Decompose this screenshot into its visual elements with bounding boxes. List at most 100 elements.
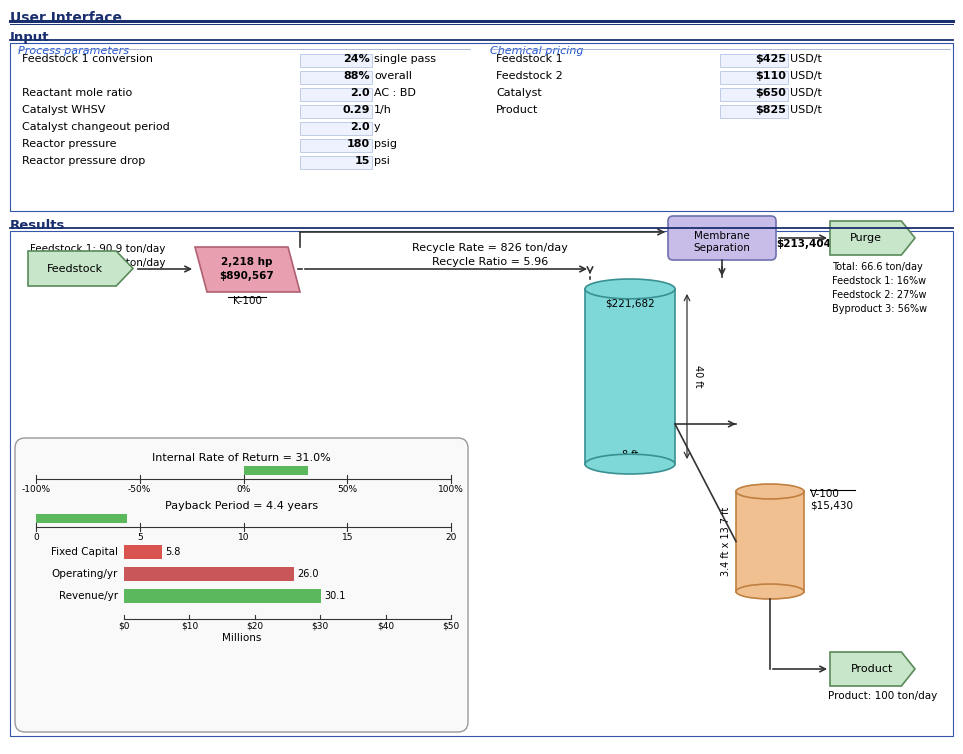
Text: -50%: -50% [128, 485, 151, 494]
Text: 30.1: 30.1 [324, 591, 345, 601]
Text: Total: 66.6 ton/day
Feedstock 1: 16%w
Feedstock 2: 27%w
Byproduct 3: 56%w: Total: 66.6 ton/day Feedstock 1: 16%w Fe… [832, 262, 927, 314]
Text: Chemical pricing: Chemical pricing [490, 46, 584, 56]
Text: $10: $10 [181, 622, 198, 631]
Text: Millions: Millions [221, 633, 261, 643]
Bar [300, 105, 372, 118]
Bar [244, 466, 308, 475]
Text: -100%: -100% [21, 485, 51, 494]
Bar [300, 139, 372, 152]
Ellipse shape [585, 454, 675, 474]
Text: $30: $30 [312, 622, 328, 631]
Text: $110: $110 [755, 71, 786, 81]
Text: $221,682: $221,682 [605, 299, 655, 309]
Text: Input: Input [10, 31, 49, 44]
Text: psig: psig [374, 139, 397, 149]
Bar [124, 545, 162, 559]
Text: Operating/yr: Operating/yr [52, 569, 118, 579]
Text: V-100: V-100 [810, 489, 840, 499]
Polygon shape [195, 247, 300, 292]
Text: 180: 180 [347, 139, 370, 149]
Text: Feedstock 2: Feedstock 2 [496, 71, 562, 81]
Text: Recycle Rate = 826 ton/day
Recycle Ratio = 5.96: Recycle Rate = 826 ton/day Recycle Ratio… [412, 243, 568, 267]
Text: 0.29: 0.29 [343, 105, 370, 115]
Text: USD/t: USD/t [790, 54, 821, 64]
Text: Process parameters: Process parameters [18, 46, 129, 56]
Text: 20: 20 [445, 533, 456, 542]
Text: AC : BD: AC : BD [374, 88, 416, 98]
Text: overall: overall [374, 71, 412, 81]
Bar [124, 567, 294, 581]
Bar [300, 156, 372, 169]
Text: psi: psi [374, 156, 390, 166]
Bar [10, 43, 953, 211]
Text: USD/t: USD/t [790, 71, 821, 81]
Text: 1/h: 1/h [374, 105, 392, 115]
Text: $40: $40 [377, 622, 394, 631]
Bar [300, 122, 372, 135]
Text: $0: $0 [118, 622, 130, 631]
Text: 2.0: 2.0 [351, 88, 370, 98]
Text: $650: $650 [755, 88, 786, 98]
Text: $213,404: $213,404 [776, 239, 831, 249]
Text: Catalyst: Catalyst [496, 88, 542, 98]
Text: Feedstock 1 conversion: Feedstock 1 conversion [22, 54, 153, 64]
Bar [736, 492, 804, 592]
Bar [36, 514, 127, 523]
Text: $15,430: $15,430 [810, 501, 853, 511]
Text: Feedstock: Feedstock [47, 264, 103, 274]
Bar [300, 88, 372, 101]
Text: Membrane
Separation: Membrane Separation [693, 231, 750, 253]
Text: 5: 5 [137, 533, 143, 542]
Text: 0: 0 [33, 533, 39, 542]
Text: $50: $50 [442, 622, 459, 631]
Text: 5.8: 5.8 [165, 547, 180, 557]
Text: USD/t: USD/t [790, 88, 821, 98]
Bar [720, 71, 788, 84]
Text: 40 ft: 40 ft [693, 365, 703, 388]
Text: Reactant mole ratio: Reactant mole ratio [22, 88, 132, 98]
Text: Catalyst WHSV: Catalyst WHSV [22, 105, 105, 115]
Text: Fixed Capital: Fixed Capital [51, 547, 118, 557]
Text: Revenue/yr: Revenue/yr [59, 591, 118, 601]
Text: 88%: 88% [344, 71, 370, 81]
Bar [300, 54, 372, 67]
Text: Reactor pressure: Reactor pressure [22, 139, 117, 149]
Text: USD/t: USD/t [790, 105, 821, 115]
Polygon shape [830, 652, 915, 686]
Text: 50%: 50% [337, 485, 357, 494]
Text: 15: 15 [342, 533, 353, 542]
Bar [720, 88, 788, 101]
Text: K-100: K-100 [232, 296, 262, 306]
Text: 2,218 hp
$890,567: 2,218 hp $890,567 [220, 257, 274, 280]
Ellipse shape [736, 484, 804, 499]
FancyBboxPatch shape [668, 216, 776, 260]
Text: 3.4 ft x 13.7 ft: 3.4 ft x 13.7 ft [721, 507, 731, 576]
Text: $825: $825 [755, 105, 786, 115]
Bar [300, 71, 372, 84]
Text: 2.0: 2.0 [351, 122, 370, 132]
Text: Feedstock 1: 90.9 ton/day
Feedstock 2: 75.7 ton/day: Feedstock 1: 90.9 ton/day Feedstock 2: 7… [30, 244, 166, 268]
Text: Payback Period = 4.4 years: Payback Period = 4.4 years [165, 501, 318, 511]
Text: $425: $425 [755, 54, 786, 64]
Ellipse shape [736, 584, 804, 599]
Text: 24%: 24% [343, 54, 370, 64]
Text: Feedstock 1: Feedstock 1 [496, 54, 562, 64]
Text: y: y [374, 122, 380, 132]
Text: Catalyst changeout period: Catalyst changeout period [22, 122, 169, 132]
Text: 8 ft: 8 ft [622, 450, 638, 460]
Text: 15: 15 [354, 156, 370, 166]
FancyBboxPatch shape [15, 438, 468, 732]
Bar [720, 105, 788, 118]
Text: 100%: 100% [438, 485, 464, 494]
Ellipse shape [585, 279, 675, 299]
Text: Purge: Purge [850, 233, 882, 243]
Text: Internal Rate of Return = 31.0%: Internal Rate of Return = 31.0% [152, 453, 331, 463]
Text: User Interface: User Interface [10, 11, 122, 25]
Text: $20: $20 [247, 622, 263, 631]
Text: 10: 10 [238, 533, 249, 542]
Text: R-100: R-100 [612, 287, 648, 297]
Text: Reactor pressure drop: Reactor pressure drop [22, 156, 145, 166]
Text: Product: Product [851, 664, 894, 674]
Polygon shape [830, 221, 915, 255]
Bar [585, 289, 675, 464]
